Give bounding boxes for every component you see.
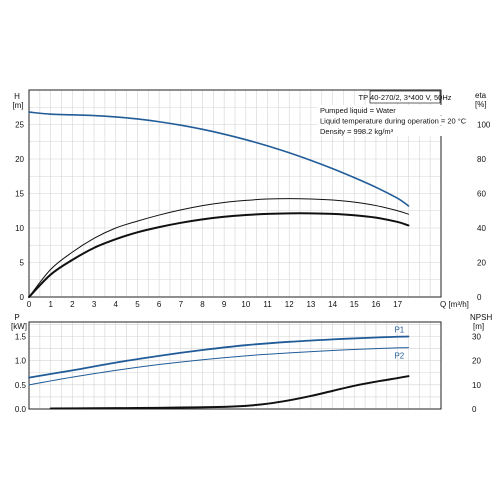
x-tick-label: 17 bbox=[393, 300, 402, 309]
right-tick-label: 80 bbox=[477, 155, 486, 164]
series-line-2 bbox=[49, 375, 410, 410]
right-tick-label: 60 bbox=[477, 190, 486, 199]
plot-frame-bottom bbox=[28, 321, 442, 410]
left-tick-label: 25 bbox=[15, 121, 24, 130]
left-axis-title-symbol: P bbox=[14, 313, 19, 322]
left-tick-label: 0.0 bbox=[15, 405, 27, 414]
pump-model-text: TP 40-270/2, 3*400 V, 50Hz bbox=[359, 93, 452, 102]
info-line-background bbox=[318, 126, 466, 136]
series-line-0 bbox=[28, 111, 410, 207]
right-tick-label: 0 bbox=[477, 293, 482, 302]
right-tick-label: 20 bbox=[477, 259, 486, 268]
left-tick-label: 0.5 bbox=[15, 381, 27, 390]
x-tick-label: 4 bbox=[114, 300, 119, 309]
series-line-0 bbox=[28, 335, 410, 379]
left-axis-title-symbol: H bbox=[14, 92, 20, 101]
right-axis-title-unit: [m] bbox=[473, 322, 484, 331]
x-tick-label: 0 bbox=[27, 300, 32, 309]
x-tick-label: 11 bbox=[263, 300, 272, 309]
right-tick-label: 20 bbox=[472, 357, 481, 366]
info-line: Density = 998.2 kg/m³ bbox=[320, 127, 394, 136]
right-tick-label: 100 bbox=[477, 121, 491, 130]
x-tick-label: 6 bbox=[157, 300, 162, 309]
right-tick-label: 30 bbox=[472, 333, 481, 342]
x-tick-label: 8 bbox=[200, 300, 205, 309]
left-tick-label: 1.5 bbox=[15, 333, 27, 342]
right-tick-label: 10 bbox=[472, 381, 481, 390]
series-label-p1: P1 bbox=[394, 326, 404, 335]
left-tick-label: 15 bbox=[15, 190, 24, 199]
right-axis-title-symbol: NPSH bbox=[470, 313, 492, 322]
right-axis-title-unit: [%] bbox=[475, 100, 487, 109]
x-tick-label: 7 bbox=[179, 300, 184, 309]
series-line-1 bbox=[28, 347, 409, 386]
plot-frame-top bbox=[28, 89, 442, 298]
x-tick-label: 10 bbox=[241, 300, 250, 309]
x-axis-title: Q [m³/h] bbox=[440, 300, 469, 309]
info-line-background bbox=[318, 115, 466, 126]
x-tick-label: 12 bbox=[285, 300, 294, 309]
right-tick-label: 0 bbox=[472, 405, 477, 414]
series-line-2 bbox=[28, 212, 410, 298]
right-tick-label: 40 bbox=[477, 224, 486, 233]
x-tick-label: 9 bbox=[222, 300, 227, 309]
x-tick-label: 1 bbox=[48, 300, 53, 309]
x-tick-label: 5 bbox=[135, 300, 140, 309]
series-line-1 bbox=[28, 198, 409, 298]
left-axis-title-unit: [m] bbox=[12, 101, 23, 110]
left-tick-label: 1.0 bbox=[15, 357, 27, 366]
info-line: Pumped liquid = Water bbox=[320, 106, 396, 115]
x-tick-label: 16 bbox=[371, 300, 380, 309]
info-line: Liquid temperature during operation = 20… bbox=[320, 117, 467, 126]
series-label-p2: P2 bbox=[394, 352, 404, 361]
right-axis-title-symbol: eta bbox=[475, 91, 487, 100]
left-tick-label: 10 bbox=[15, 224, 24, 233]
pump-model-box bbox=[369, 90, 441, 104]
x-tick-label: 14 bbox=[328, 300, 337, 309]
left-tick-label: 0 bbox=[20, 293, 25, 302]
left-tick-label: 20 bbox=[15, 155, 24, 164]
x-tick-label: 13 bbox=[306, 300, 315, 309]
left-tick-label: 5 bbox=[20, 259, 25, 268]
x-tick-label: 2 bbox=[70, 300, 75, 309]
bottom-chart: P[kW] NPSH[m] 0.0 0.5 1.0 1.5 0 10 20 30 P1 P2 bbox=[11, 313, 492, 414]
x-tick-label: 3 bbox=[92, 300, 97, 309]
x-tick-label: 15 bbox=[350, 300, 359, 309]
info-line-background bbox=[318, 105, 466, 115]
left-axis-title-unit: [kW] bbox=[11, 322, 27, 331]
